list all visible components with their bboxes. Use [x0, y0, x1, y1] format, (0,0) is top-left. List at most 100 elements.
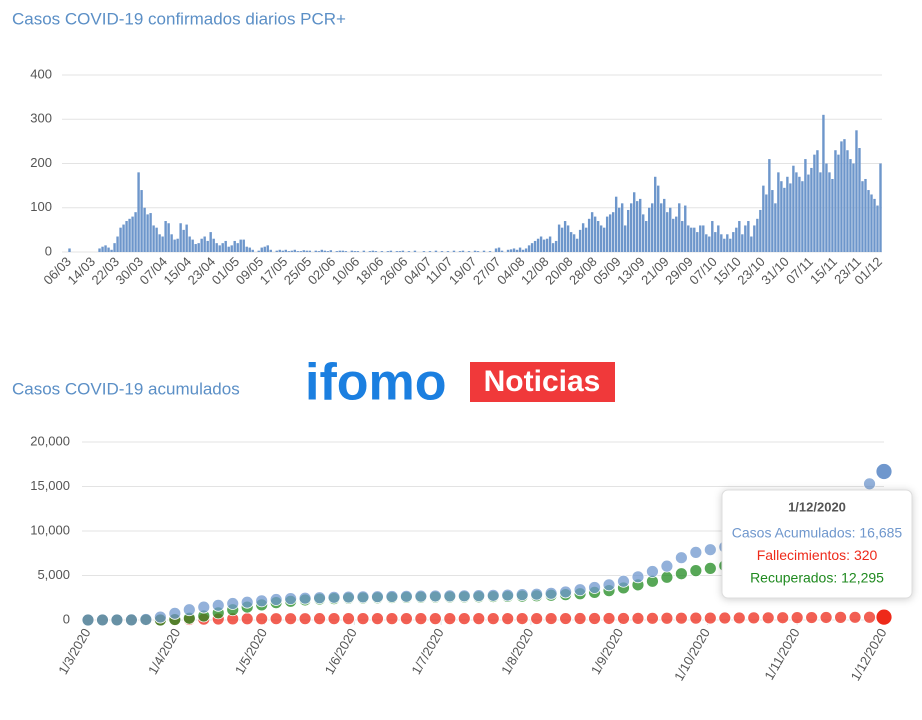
bar	[780, 181, 783, 252]
bar	[329, 250, 333, 252]
point	[674, 611, 688, 625]
bar	[203, 236, 206, 252]
bar	[699, 225, 702, 252]
point	[834, 610, 847, 624]
point	[530, 612, 544, 625]
x-tick-label: 1/5/2020	[232, 626, 270, 677]
bar	[278, 249, 281, 252]
bar	[735, 227, 738, 252]
y-tick-label: 0	[63, 611, 70, 626]
point	[428, 612, 442, 626]
bar	[68, 248, 71, 252]
bar	[720, 234, 723, 252]
bar	[801, 181, 804, 252]
bar	[182, 229, 185, 252]
y-tick-label: 15,000	[30, 478, 70, 493]
bar	[840, 141, 843, 252]
point	[660, 611, 674, 625]
bar	[494, 248, 498, 252]
bar	[741, 234, 744, 252]
point	[327, 612, 341, 626]
point	[399, 589, 413, 603]
bar	[825, 163, 828, 252]
bar	[458, 251, 462, 252]
bar	[317, 251, 321, 252]
bar	[557, 224, 561, 252]
bar	[834, 150, 837, 252]
bar	[744, 225, 747, 252]
point	[776, 611, 790, 625]
bar	[284, 249, 287, 252]
bar	[299, 251, 302, 252]
bar	[509, 249, 513, 252]
y-tick-label: 100	[30, 199, 52, 214]
bar	[218, 245, 221, 252]
bar	[765, 194, 768, 252]
bar	[705, 234, 708, 252]
point	[875, 608, 893, 626]
bar	[320, 249, 324, 252]
point	[298, 591, 312, 605]
point	[284, 612, 298, 626]
bar	[350, 250, 354, 252]
bar	[690, 227, 693, 252]
bar	[380, 251, 384, 252]
bar	[155, 227, 158, 252]
point	[457, 612, 471, 626]
bar	[864, 178, 867, 252]
bar	[482, 250, 486, 252]
bar	[587, 218, 591, 252]
point	[703, 611, 717, 625]
bar	[308, 250, 311, 252]
bar	[530, 243, 534, 252]
bar	[191, 239, 194, 252]
bar	[708, 236, 711, 252]
bar	[527, 245, 531, 252]
bar	[113, 243, 116, 252]
bar	[608, 214, 612, 252]
point	[371, 612, 384, 626]
bar	[131, 216, 134, 252]
bar	[206, 240, 209, 252]
tooltip-line: Fallecimientos: 320	[757, 547, 878, 563]
bar	[629, 203, 633, 252]
point	[747, 611, 761, 625]
point	[385, 612, 399, 626]
bar	[774, 203, 777, 252]
bar	[398, 251, 402, 252]
bar	[723, 238, 726, 252]
bar	[170, 234, 173, 252]
bar	[386, 251, 390, 252]
bar	[726, 234, 729, 252]
bar	[584, 227, 588, 252]
bar	[446, 251, 450, 252]
bar	[626, 209, 630, 252]
point	[371, 590, 384, 604]
y-tick-label: 400	[30, 66, 52, 81]
x-tick-label: 1/12/2020	[848, 626, 890, 684]
bar	[837, 154, 840, 252]
bar	[125, 221, 128, 252]
bar	[596, 221, 600, 252]
bar	[164, 221, 167, 252]
bar	[660, 203, 663, 252]
bar	[230, 245, 233, 252]
point	[848, 610, 862, 624]
point	[226, 597, 240, 610]
bar	[281, 250, 284, 252]
bar	[236, 243, 239, 252]
bar	[179, 223, 182, 252]
x-tick-label: 31/10	[758, 254, 792, 288]
bar	[867, 190, 870, 252]
bar	[617, 207, 621, 252]
bar	[266, 245, 269, 252]
point	[240, 612, 254, 626]
bar	[578, 229, 582, 252]
bar	[572, 234, 576, 252]
point	[703, 561, 717, 575]
bar	[831, 178, 834, 252]
bar	[260, 247, 263, 252]
bar	[651, 203, 654, 252]
point	[327, 590, 341, 604]
point	[646, 611, 659, 625]
